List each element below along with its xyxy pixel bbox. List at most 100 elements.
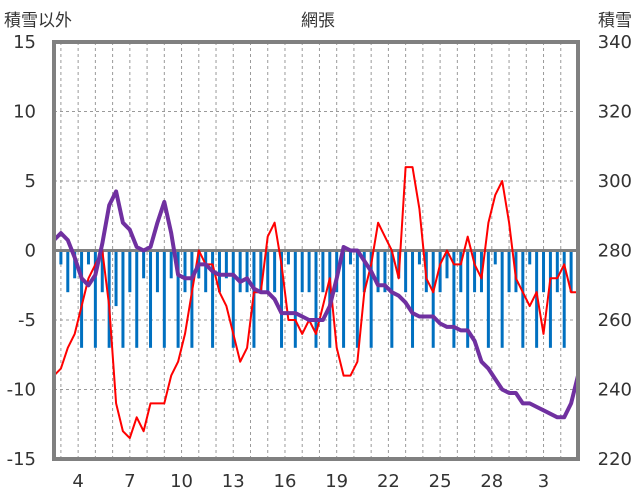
precipitation-bar — [438, 250, 442, 293]
precipitation-bar — [190, 250, 194, 348]
right-tick-label: 340 — [598, 32, 632, 53]
left-tick-label: -10 — [7, 380, 36, 401]
precipitation-bar — [86, 250, 90, 265]
left-tick-label: 5 — [25, 171, 36, 192]
precipitation-bar — [321, 250, 325, 293]
precipitation-bar — [521, 250, 525, 348]
precipitation-bar — [211, 250, 215, 348]
precipitation-bar — [93, 250, 97, 348]
precipitation-bar — [307, 250, 311, 293]
right-axis: 220 240 260 280 300 320 340 — [598, 32, 632, 470]
x-tick-label: 13 — [222, 471, 245, 492]
precipitation-bar — [431, 250, 435, 348]
precipitation-bar — [183, 250, 187, 293]
precipitation-bar — [176, 250, 180, 348]
left-axis-label: 積雪以外 — [4, 11, 72, 31]
precipitation-bar — [100, 250, 104, 293]
right-tick-label: 300 — [598, 171, 632, 192]
precipitation-bar — [473, 250, 477, 293]
precipitation-bar — [231, 250, 235, 348]
precipitation-bar — [445, 250, 449, 279]
precipitation-bar — [300, 250, 304, 293]
precipitation-bar — [404, 250, 408, 293]
precipitation-bar — [362, 250, 366, 293]
precipitation-bar — [493, 250, 497, 265]
precipitation-bar — [535, 250, 539, 348]
snow-depth-line — [52, 189, 580, 420]
x-tick-label: 16 — [274, 471, 297, 492]
precipitation-bar — [411, 250, 415, 348]
left-axis: -15 -10 -5 0 5 10 15 — [7, 32, 36, 470]
x-axis: 4 7 10 13 16 19 22 25 28 3 — [72, 471, 549, 492]
precipitation-bar — [128, 250, 132, 293]
series-layer — [52, 166, 580, 440]
precipitation-bar — [273, 250, 277, 293]
precipitation-bar — [169, 250, 173, 279]
precipitation-bar — [548, 250, 552, 348]
precipitation-bar — [376, 250, 380, 293]
precipitation-bar — [452, 250, 456, 348]
precipitation-bar — [293, 250, 297, 348]
precipitation-bar — [66, 250, 70, 293]
left-tick-label: 10 — [13, 102, 36, 123]
chart-title: 網張 — [301, 11, 335, 31]
precipitation-bar — [121, 250, 125, 348]
precipitation-bar — [73, 250, 77, 279]
precipitation-bar — [562, 250, 566, 348]
temperature-line — [53, 166, 578, 440]
x-tick-label: 28 — [480, 471, 503, 492]
right-tick-label: 280 — [598, 241, 632, 262]
precipitation-bar — [59, 250, 63, 265]
precipitation-bar — [486, 250, 490, 348]
precipitation-bar — [348, 250, 352, 265]
precipitation-bar — [286, 250, 290, 265]
precipitation-bar — [142, 250, 146, 279]
precipitation-bar — [135, 250, 139, 348]
precipitation-bar — [555, 250, 559, 293]
precipitation-bar — [80, 250, 84, 348]
precipitation-bar — [162, 250, 166, 348]
precipitation-bar — [390, 250, 394, 348]
precipitation-bar — [314, 250, 318, 348]
x-tick-label: 3 — [538, 471, 549, 492]
precipitation-bar — [383, 250, 387, 293]
precipitation-bar — [528, 250, 532, 265]
plot-frame — [52, 40, 580, 461]
right-axis-label: 積雪 — [598, 11, 632, 31]
precipitation-bar — [204, 250, 208, 293]
x-tick-label: 10 — [170, 471, 193, 492]
precipitation-bar — [224, 250, 228, 279]
precipitation-bar — [149, 250, 153, 348]
precipitation-bar — [238, 250, 242, 293]
precipitation-bar — [155, 250, 159, 293]
right-tick-label: 260 — [598, 310, 632, 331]
precipitation-bar — [542, 250, 546, 293]
precipitation-bar — [466, 250, 470, 348]
precipitation-bar — [259, 250, 263, 293]
x-tick-label: 7 — [124, 471, 135, 492]
precipitation-bar — [114, 250, 118, 307]
precipitation-bar — [459, 250, 463, 293]
precipitation-bar — [245, 250, 249, 293]
left-tick-label: 0 — [25, 241, 36, 262]
precipitation-bar — [280, 250, 284, 348]
precipitation-bar — [507, 250, 511, 293]
right-tick-label: 240 — [598, 380, 632, 401]
precipitation-bar — [417, 250, 421, 265]
left-tick-label: -5 — [18, 310, 36, 331]
precipitation-bar — [355, 250, 359, 348]
precipitation-bar — [266, 250, 270, 293]
right-tick-label: 220 — [598, 449, 632, 470]
precipitation-bar — [500, 250, 504, 348]
x-tick-label: 22 — [377, 471, 400, 492]
left-tick-label: -15 — [7, 449, 36, 470]
precipitation-bar — [369, 250, 373, 348]
x-tick-label: 19 — [325, 471, 348, 492]
x-tick-label: 25 — [429, 471, 452, 492]
right-tick-label: 320 — [598, 102, 632, 123]
left-tick-label: 15 — [13, 32, 36, 53]
precipitation-bar — [217, 250, 221, 293]
precipitation-bar — [569, 250, 573, 293]
x-tick-label: 4 — [72, 471, 83, 492]
